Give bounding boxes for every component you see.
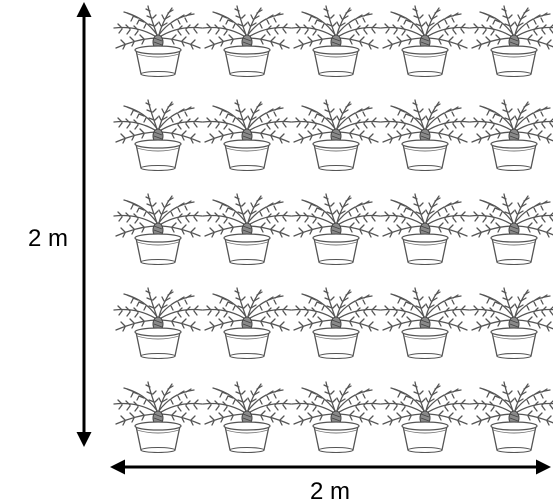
potted-plant-icon <box>469 193 553 266</box>
potted-plant-icon <box>380 381 470 454</box>
potted-plant-icon <box>291 381 381 454</box>
potted-plant-icon <box>291 287 381 360</box>
potted-plant-icon <box>380 287 470 360</box>
potted-plant-icon <box>469 381 553 454</box>
potted-plant-icon <box>202 381 292 454</box>
potted-plant-icon <box>202 99 292 172</box>
potted-plant-icon <box>380 5 470 78</box>
potted-plant-icon <box>291 99 381 172</box>
potted-plant-icon <box>291 193 381 266</box>
potted-plant-icon <box>469 99 553 172</box>
potted-plant-icon <box>202 5 292 78</box>
potted-plant-icon <box>113 381 203 454</box>
potted-plant-icon <box>291 5 381 78</box>
potted-plant-icon <box>202 193 292 266</box>
potted-plant-icon <box>469 287 553 360</box>
potted-plant-icon <box>113 287 203 360</box>
horizontal-dimension-label: 2 m <box>310 478 350 501</box>
potted-plant-icon <box>380 99 470 172</box>
potted-plant-icon <box>469 5 553 78</box>
plant-grid <box>113 5 553 454</box>
potted-plant-icon <box>113 99 203 172</box>
potted-plant-icon <box>113 5 203 78</box>
potted-plant-icon <box>202 287 292 360</box>
potted-plant-icon <box>113 193 203 266</box>
potted-plant-icon <box>380 193 470 266</box>
vertical-dimension-label: 2 m <box>28 225 68 252</box>
